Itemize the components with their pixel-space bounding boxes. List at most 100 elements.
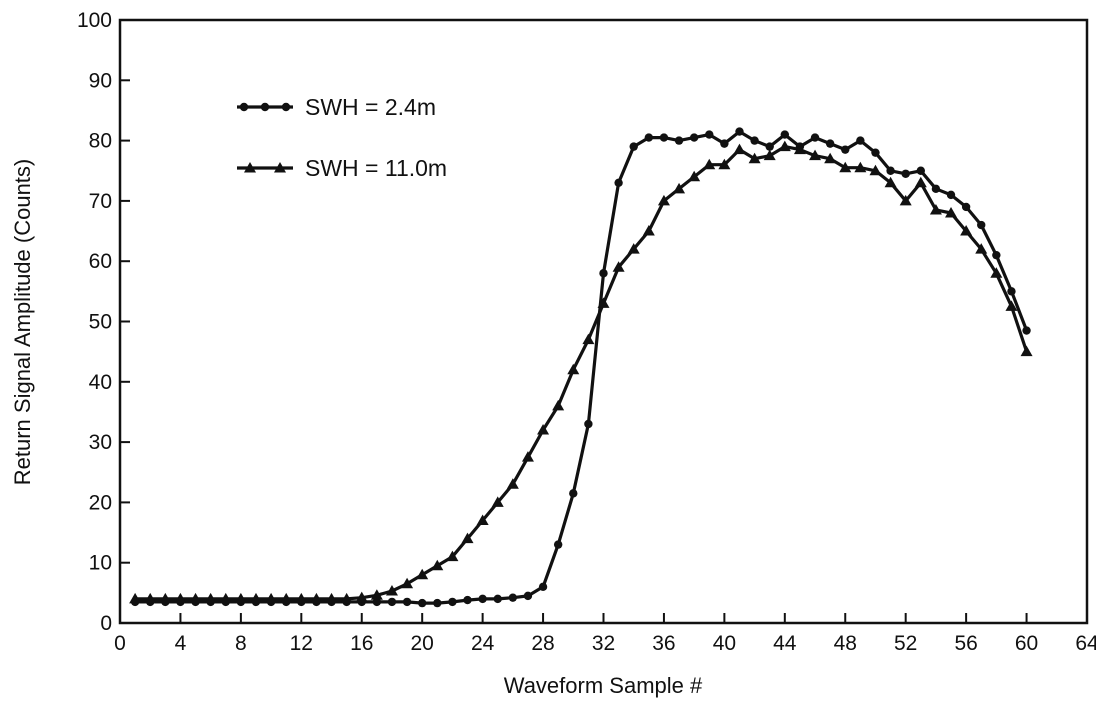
data-point <box>931 184 941 194</box>
data-point <box>778 140 791 152</box>
data-point <box>629 142 638 151</box>
series-1 <box>130 127 1031 608</box>
data-point <box>977 220 986 230</box>
data-point <box>780 130 790 139</box>
x-tick-label: 20 <box>411 632 434 655</box>
data-point <box>992 250 1001 260</box>
data-point <box>521 451 534 462</box>
data-point <box>733 143 746 155</box>
data-point <box>189 592 202 604</box>
legend-marker <box>239 102 249 112</box>
legend-label: SWH = 2.4m <box>305 94 436 120</box>
data-point <box>552 399 565 411</box>
data-point <box>463 595 472 605</box>
y-axis: 0 10 20 30 40 50 60 70 80 90 100 <box>77 9 130 635</box>
data-point <box>841 145 850 154</box>
data-point <box>129 592 142 604</box>
data-point <box>582 333 595 345</box>
x-tick-label: 16 <box>350 632 373 655</box>
y-tick-label: 30 <box>89 431 112 454</box>
x-tick-label: 64 <box>1075 632 1096 655</box>
data-point <box>402 597 412 607</box>
data-point <box>945 206 958 218</box>
y-tick-label: 40 <box>89 371 112 394</box>
data-point <box>370 589 383 600</box>
y-tick-label: 0 <box>100 612 112 635</box>
data-point <box>869 164 882 176</box>
data-point <box>1005 300 1018 311</box>
legend-marker <box>244 162 256 173</box>
legend: SWH = 2.4m SWH = 11.0m <box>237 94 447 181</box>
x-tick-label: 0 <box>114 632 126 655</box>
data-point <box>506 478 519 489</box>
legend-item: SWH = 11.0m <box>237 155 447 181</box>
data-point <box>433 598 442 608</box>
data-point <box>674 136 684 145</box>
data-point <box>538 582 548 592</box>
data-point <box>839 161 852 173</box>
x-axis-title: Waveform Sample # <box>504 673 703 698</box>
data-point <box>355 591 368 603</box>
x-tick-label: 60 <box>1015 632 1038 655</box>
data-point <box>387 597 397 607</box>
data-point <box>960 225 973 236</box>
y-tick-label: 50 <box>89 311 112 334</box>
x-tick-label: 44 <box>773 632 797 655</box>
data-point <box>1020 345 1033 357</box>
data-point <box>219 592 232 604</box>
data-point <box>688 170 701 182</box>
data-point <box>597 297 610 308</box>
legend-item: SWH = 2.4m <box>237 94 436 120</box>
y-tick-label: 90 <box>89 69 112 92</box>
data-point <box>990 267 1003 278</box>
data-point <box>249 592 262 604</box>
data-point <box>916 166 925 175</box>
data-point <box>899 194 912 206</box>
data-point <box>569 489 578 498</box>
data-point <box>1022 326 1031 335</box>
data-point <box>614 178 623 188</box>
x-axis: 0 4 8 12 16 20 24 28 32 36 40 44 48 52 56 60 64 <box>114 613 1096 655</box>
data-point <box>584 419 593 429</box>
x-tick-label: 52 <box>894 632 917 655</box>
x-tick-label: 4 <box>175 632 187 655</box>
data-point <box>599 269 608 278</box>
data-point <box>810 133 820 142</box>
data-point <box>809 149 822 161</box>
data-point <box>174 592 187 604</box>
data-point <box>901 169 910 178</box>
data-point <box>295 592 308 604</box>
data-point <box>310 592 323 604</box>
data-point <box>567 363 580 375</box>
y-tick-label: 100 <box>77 9 112 32</box>
data-point <box>553 540 563 549</box>
data-point <box>385 585 398 596</box>
data-point <box>476 514 489 525</box>
data-point <box>748 152 761 164</box>
data-point <box>491 496 504 507</box>
data-point <box>825 139 835 148</box>
y-tick-label: 20 <box>89 491 112 514</box>
data-point <box>204 592 217 604</box>
x-tick-label: 40 <box>713 632 736 655</box>
y-axis-title: Return Signal Amplitude (Counts) <box>10 159 35 486</box>
series-2 <box>129 140 1033 604</box>
data-point <box>159 592 172 604</box>
data-point <box>735 127 744 136</box>
y-tick-label: 70 <box>89 190 112 213</box>
x-tick-label: 48 <box>834 632 857 655</box>
x-tick-label: 56 <box>954 632 977 655</box>
data-point <box>644 133 654 142</box>
data-point <box>689 133 699 142</box>
data-point <box>856 136 865 145</box>
data-point <box>659 133 669 142</box>
x-tick-label: 24 <box>471 632 495 655</box>
data-point <box>265 592 278 604</box>
data-point <box>461 532 474 544</box>
data-point <box>493 594 502 604</box>
y-tick-label: 10 <box>89 552 112 575</box>
x-tick-label: 32 <box>592 632 615 655</box>
data-point <box>718 158 731 170</box>
